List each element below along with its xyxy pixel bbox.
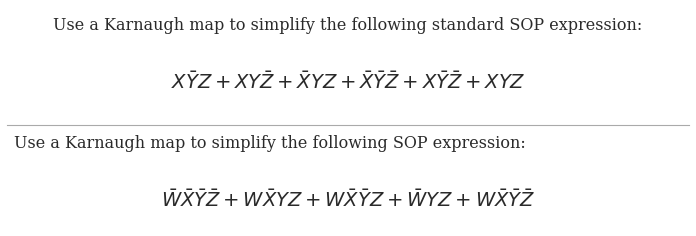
- Text: $X\bar{Y}Z + XY\bar{Z} + \bar{X}YZ + \bar{X}\bar{Y}\bar{Z} + X\bar{Y}\bar{Z} + X: $X\bar{Y}Z + XY\bar{Z} + \bar{X}YZ + \ba…: [171, 71, 525, 93]
- Text: Use a Karnaugh map to simplify the following SOP expression:: Use a Karnaugh map to simplify the follo…: [14, 135, 525, 152]
- Text: Use a Karnaugh map to simplify the following standard SOP expression:: Use a Karnaugh map to simplify the follo…: [54, 17, 642, 34]
- Text: $\bar{W}\bar{X}\bar{Y}\bar{Z} + W\bar{X}YZ + W\bar{X}\bar{Y}Z + \bar{W}YZ + W\ba: $\bar{W}\bar{X}\bar{Y}\bar{Z} + W\bar{X}…: [161, 189, 535, 211]
